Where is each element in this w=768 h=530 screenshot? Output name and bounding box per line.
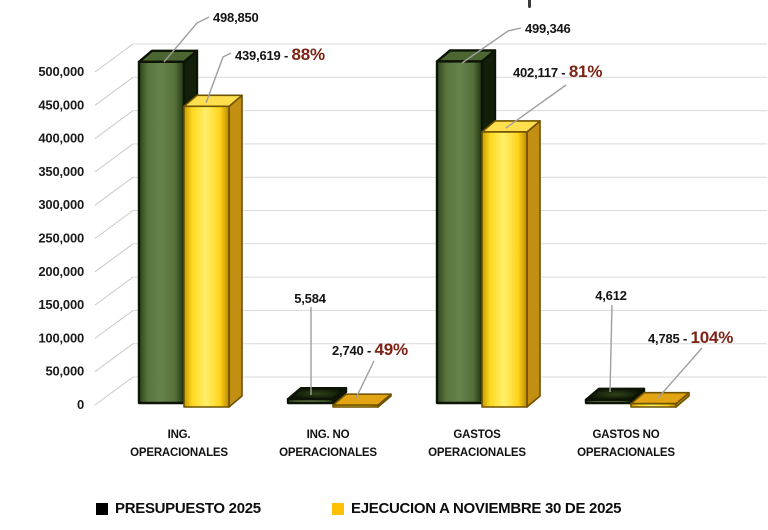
bar-presupuesto-2 — [435, 60, 484, 405]
y-axis-tick: 50,000 — [45, 364, 84, 379]
legend-item-presupuesto: PRESUPUESTO 2025 — [96, 500, 261, 517]
data-label-presupuesto-3: 4,612 — [595, 288, 627, 303]
bar-presupuesto-3 — [584, 398, 633, 405]
data-label-ejecucion-3: 4,785 - 104% — [648, 328, 733, 347]
tick-connector — [94, 76, 134, 106]
tick-connector — [94, 176, 134, 206]
chart-legend: PRESUPUESTO 2025 EJECUCION A NOVIEMBRE 3… — [0, 500, 768, 524]
x-axis-category-label: OPERACIONALES — [279, 447, 377, 459]
legend-swatch-presupuesto-icon — [96, 502, 108, 515]
y-axis-tick: 350,000 — [38, 164, 84, 179]
y-axis-tick: 200,000 — [38, 264, 84, 279]
tick-connector — [94, 43, 134, 73]
tick-connector — [94, 309, 134, 339]
tick-connector — [94, 210, 134, 239]
legend-swatch-ejecucion-icon — [332, 502, 344, 515]
legend-label-presupuesto: PRESUPUESTO 2025 — [115, 500, 261, 517]
x-axis-category-label: GASTOS — [453, 429, 501, 441]
legend-item-ejecucion: EJECUCION A NOVIEMBRE 30 DE 2025 — [332, 500, 622, 517]
bar-ejecucion-1 — [332, 404, 379, 408]
x-axis-category-label: ING. — [168, 429, 191, 441]
x-axis-category-label: OPERACIONALES — [130, 447, 228, 459]
tick-connector — [94, 243, 134, 273]
cropped-title-fragment — [528, 0, 531, 8]
bar-ejecucion-0-side — [228, 94, 243, 408]
tick-connector — [94, 343, 134, 373]
data-label-leader — [657, 347, 703, 399]
data-label-presupuesto-0: 498,850 — [213, 10, 259, 25]
bar-ejecucion-2 — [481, 131, 528, 408]
data-label-presupuesto-1: 5,584 — [294, 291, 327, 306]
bar-presupuesto-1 — [286, 397, 335, 405]
tick-connector — [94, 143, 134, 173]
tick-connector — [94, 276, 134, 306]
legend-label-ejecucion: EJECUCION A NOVIEMBRE 30 DE 2025 — [351, 500, 622, 517]
bar-ejecucion-0 — [183, 105, 230, 408]
x-axis-category-label: ING. NO — [307, 429, 350, 441]
tick-connector — [94, 110, 134, 140]
bar-presupuesto-0 — [137, 60, 186, 405]
y-axis-tick: 450,000 — [38, 97, 84, 112]
y-axis-tick: 400,000 — [38, 131, 84, 146]
data-label-leader — [461, 27, 522, 64]
y-axis-tick: 300,000 — [38, 197, 84, 212]
data-label-leader — [355, 360, 375, 399]
y-axis-tick: 0 — [77, 397, 84, 412]
data-label-presupuesto-2: 499,346 — [525, 21, 571, 36]
bar-chart-canvas: 0 50,000 100,000 150,000 200,000 250,000 300,0… — [38, 10, 767, 459]
y-axis-tick: 150,000 — [38, 297, 84, 312]
y-axis-tick: 250,000 — [38, 231, 84, 246]
x-axis-category-label: OPERACIONALES — [428, 447, 526, 459]
x-axis-category-label: GASTOS NO — [593, 429, 660, 441]
x-axis-category-label: OPERACIONALES — [577, 447, 675, 459]
data-label-ejecucion-0: 439,619 - 88% — [235, 45, 325, 64]
data-label-ejecucion-1: 2,740 - 49% — [332, 340, 408, 359]
data-label-leader — [163, 16, 210, 63]
bar-ejecucion-3 — [630, 402, 677, 408]
data-label-leader — [205, 52, 232, 104]
data-label-leader — [609, 304, 613, 393]
data-label-leader — [505, 84, 567, 129]
y-axis-tick: 100,000 — [38, 330, 84, 345]
y-axis-tick: 500,000 — [38, 64, 84, 79]
bar-ejecucion-2-side — [526, 120, 541, 408]
tick-connector — [94, 376, 134, 406]
data-label-ejecucion-2: 402,117 - 81% — [513, 62, 602, 81]
